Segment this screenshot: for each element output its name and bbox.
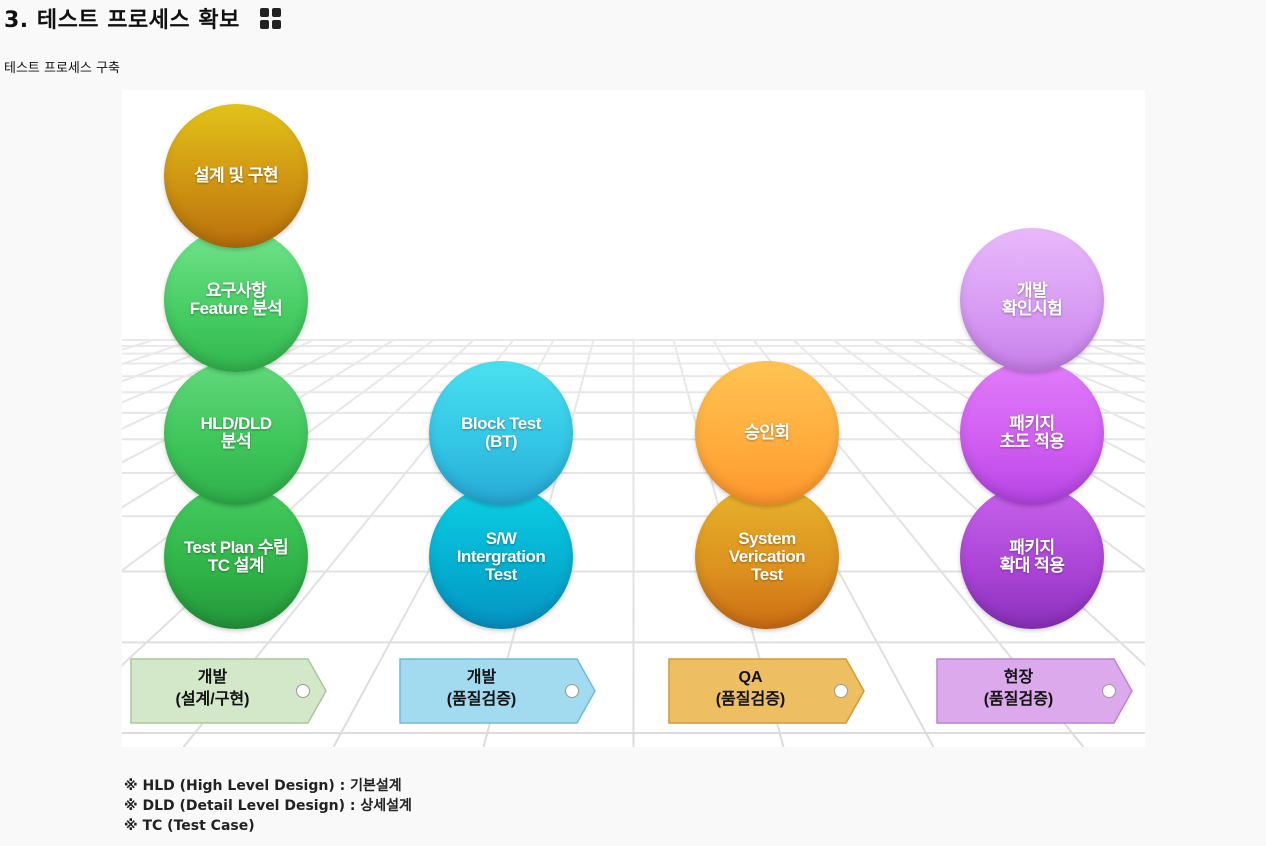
page-subtitle: 테스트 프로세스 구축 (4, 61, 120, 76)
note-hld: ※ HLD (High Level Design) : 기본설계 (124, 778, 402, 794)
note-tc: ※ TC (Test Case) (124, 818, 255, 834)
stage-tag-field-quality: 현장 (품질검증) (936, 657, 1134, 725)
circle-hld-dld: HLD/DLD 분석 (164, 361, 308, 505)
circle-block-test: Block Test (BT) (429, 361, 573, 505)
tag-dot-icon (1102, 684, 1116, 698)
stage-tag-dev-design: 개발 (설계/구현) (130, 657, 328, 725)
circle-test-plan: Test Plan 수립 TC 설계 (164, 485, 308, 629)
circle-requirements: 요구사항 Feature 분석 (164, 228, 308, 372)
circle-approval-meeting: 승인회 (695, 361, 839, 505)
circle-design-impl: 설계 및 구현 (164, 104, 308, 248)
stage-tag-dev-quality: 개발 (품질검증) (399, 657, 597, 725)
circle-dev-confirmation-test: 개발 확인시험 (960, 228, 1104, 372)
test-process-diagram: Test Plan 수립 TC 설계 HLD/DLD 분석 요구사항 Featu… (122, 90, 1145, 747)
circle-package-expansion: 패키지 확대 적용 (960, 485, 1104, 629)
stage-label: 현장 (품질검증) (983, 669, 1054, 708)
tag-dot-icon (834, 684, 848, 698)
stage-tag-qa-quality: QA (품질검증) (668, 657, 866, 725)
tag-dot-icon (296, 684, 310, 698)
footnotes: ※ HLD (High Level Design) : 기본설계 ※ DLD (… (124, 776, 412, 836)
stage-label: 개발 (설계/구현) (175, 669, 250, 708)
circle-system-verification-test: System Verication Test (695, 485, 839, 629)
stage-label: QA (품질검증) (715, 669, 786, 708)
grid-icon[interactable] (259, 7, 281, 29)
tag-dot-icon (565, 684, 579, 698)
circle-package-initial: 패키지 초도 적용 (960, 361, 1104, 505)
page-title: 3. 테스트 프로세스 확보 (4, 2, 281, 34)
stage-label: 개발 (품질검증) (446, 669, 517, 708)
note-dld: ※ DLD (Detail Level Design) : 상세설계 (124, 798, 412, 814)
page-title-text: 3. 테스트 프로세스 확보 (4, 8, 240, 33)
circle-sw-integration-test: S/W Intergration Test (429, 485, 573, 629)
